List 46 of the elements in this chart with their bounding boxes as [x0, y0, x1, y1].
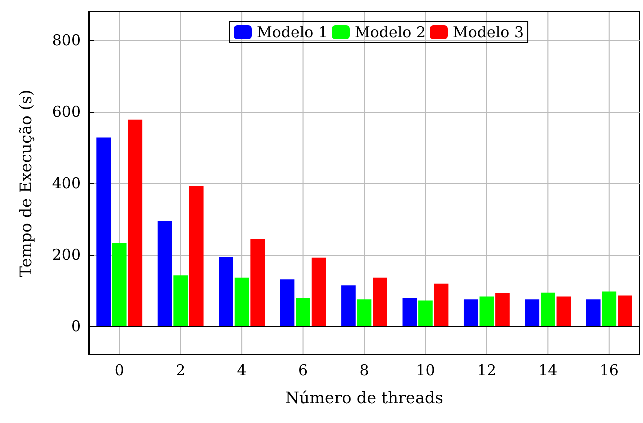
legend-label: Modelo 3: [453, 24, 524, 42]
bar: [618, 296, 632, 326]
x-tick-label: 14: [538, 362, 558, 380]
bar: [296, 298, 310, 326]
legend-label: Modelo 1: [257, 24, 328, 42]
bar: [250, 239, 266, 326]
y-tick-label: 800: [52, 32, 81, 50]
bar: [280, 280, 295, 326]
bar: [496, 294, 510, 326]
x-tick-label: 0: [114, 362, 124, 380]
bar: [480, 296, 494, 326]
y-tick-label: 600: [52, 103, 81, 122]
x-tick-label: 8: [360, 362, 370, 380]
legend-label: Modelo 2: [355, 24, 426, 42]
bar: [434, 284, 449, 326]
bar: [189, 186, 204, 326]
bar: [174, 276, 188, 326]
bar: [540, 292, 556, 326]
x-tick-label: 4: [237, 362, 247, 380]
x-tick-label: 2: [176, 362, 186, 380]
bar: [234, 278, 250, 326]
bar: [556, 296, 572, 326]
bar: [373, 278, 388, 326]
bar: [112, 243, 127, 326]
x-tick-label: 16: [600, 362, 619, 380]
bar: [402, 298, 418, 326]
bar: [158, 221, 172, 326]
bar: [586, 300, 601, 326]
bar: [525, 300, 540, 326]
bar: [464, 300, 478, 326]
x-tick-label: 10: [416, 362, 436, 380]
y-tick-label: 200: [52, 246, 81, 264]
bar: [418, 300, 433, 326]
bar: [357, 300, 372, 326]
bar: [96, 138, 111, 326]
y-tick-label: 0: [71, 317, 81, 336]
bar: [219, 257, 234, 326]
bar: [602, 292, 617, 326]
x-tick-label: 12: [477, 362, 496, 380]
x-tick-label: 6: [298, 362, 308, 380]
bar: [128, 120, 143, 326]
bar: [312, 258, 326, 326]
y-axis-title: Tempo de Execução (s): [16, 90, 36, 278]
bar: [342, 286, 356, 326]
y-tick-label: 400: [52, 174, 81, 192]
x-axis-title: Número de threads: [286, 388, 444, 408]
